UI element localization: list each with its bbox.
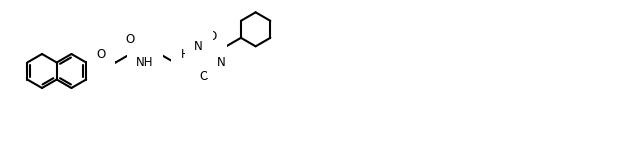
Text: HN: HN [180,48,198,60]
Text: O: O [126,33,135,46]
Text: O: O [96,48,105,60]
Text: O: O [199,70,209,83]
Text: O: O [208,30,217,43]
Text: NH: NH [136,56,154,69]
Text: N: N [216,56,225,69]
Text: N: N [195,40,203,53]
